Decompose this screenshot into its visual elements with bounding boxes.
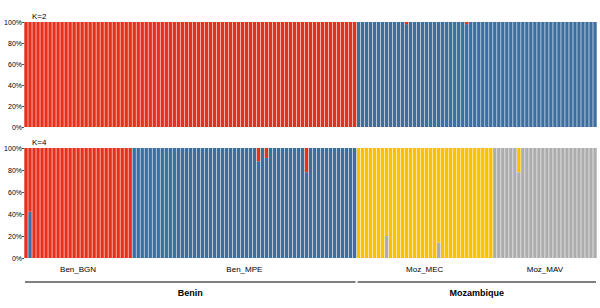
svg-text:Benin: Benin <box>178 288 203 298</box>
svg-text:K=4: K=4 <box>32 138 47 147</box>
svg-text:K=2: K=2 <box>32 12 47 21</box>
svg-text:20%: 20% <box>8 103 22 110</box>
svg-text:Mozambique: Mozambique <box>450 288 505 298</box>
svg-text:80%: 80% <box>8 40 22 47</box>
svg-text:0%: 0% <box>12 255 22 262</box>
svg-text:100%: 100% <box>4 19 22 26</box>
svg-text:40%: 40% <box>8 82 22 89</box>
svg-text:Ben_MPE: Ben_MPE <box>226 265 262 274</box>
svg-text:80%: 80% <box>8 167 22 174</box>
svg-text:100%: 100% <box>4 145 22 152</box>
svg-text:20%: 20% <box>8 233 22 240</box>
svg-text:Ben_BGN: Ben_BGN <box>60 265 96 274</box>
svg-text:60%: 60% <box>8 189 22 196</box>
svg-text:Moz_MAV: Moz_MAV <box>527 265 564 274</box>
svg-text:40%: 40% <box>8 211 22 218</box>
svg-text:0%: 0% <box>12 124 22 131</box>
svg-text:Moz_MEC: Moz_MEC <box>406 265 444 274</box>
svg-text:60%: 60% <box>8 61 22 68</box>
